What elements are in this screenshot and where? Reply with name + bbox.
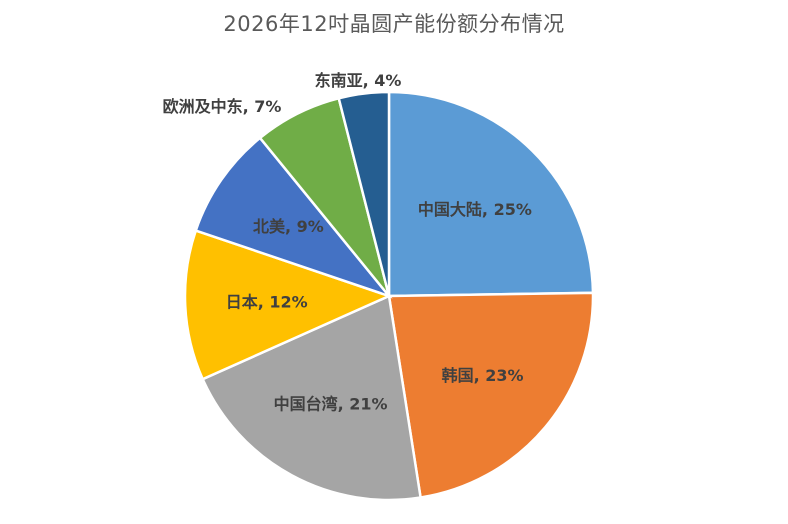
pie-slice-2 <box>201 294 423 502</box>
pie-slice-6 <box>337 90 391 297</box>
pie-slice-1 <box>387 291 595 499</box>
pie-slice-4 <box>194 136 393 299</box>
slice-label-2: 中国台湾, 21% <box>274 395 388 414</box>
slice-label-4: 北美, 9% <box>253 217 324 236</box>
chart-title: 2026年12吋晶圆产能份额分布情况 <box>223 12 565 36</box>
slice-label-5: 欧洲及中东, 7% <box>163 97 282 116</box>
slice-label-3: 日本, 12% <box>226 293 308 312</box>
slice-label-0: 中国大陆, 25% <box>418 200 532 219</box>
slice-label-1: 韩国, 23% <box>442 366 524 385</box>
pie-slice-0 <box>387 90 595 298</box>
slice-label-6: 东南亚, 4% <box>315 71 402 90</box>
pie-slice-3 <box>183 228 393 381</box>
